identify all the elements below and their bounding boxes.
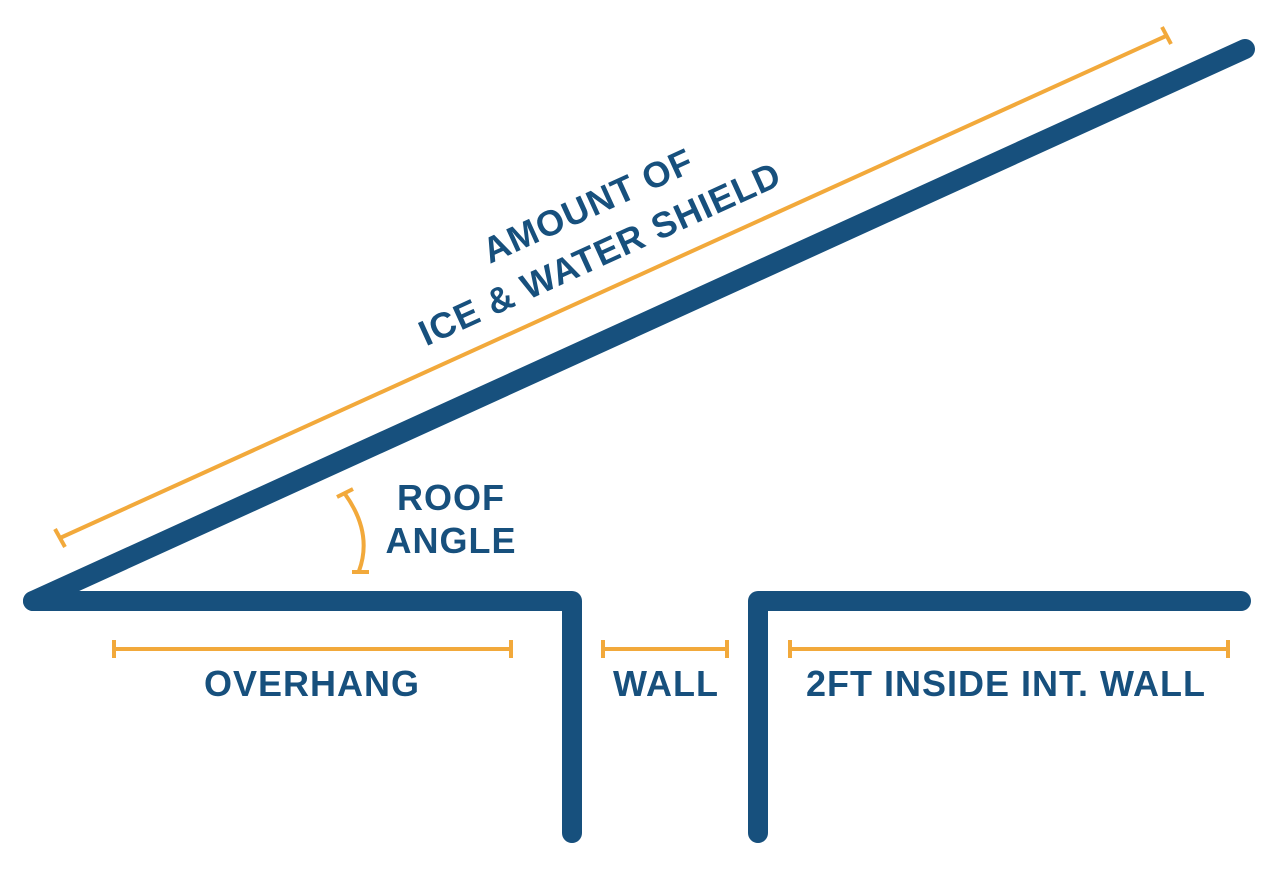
dimension-lines [53, 26, 1230, 658]
wall-dimension [601, 640, 729, 658]
roof-angle-arc [336, 487, 369, 574]
roof-angle-label-line2: ANGLE [386, 520, 517, 561]
shield-amount-dimension [53, 26, 1173, 548]
wall-label: WALL [613, 663, 719, 704]
interior-ceiling-and-wall [748, 591, 1251, 843]
roof-structure [23, 39, 1255, 843]
inside-wall-label: 2FT INSIDE INT. WALL [806, 663, 1206, 704]
overhang-dimension [112, 640, 513, 658]
diagram-labels: AMOUNT OF ICE & WATER SHIELD ROOF ANGLE … [204, 140, 1206, 704]
roof-angle-label-line1: ROOF [397, 477, 505, 518]
inside-wall-dimension [788, 640, 1230, 658]
overhang-label: OVERHANG [204, 663, 420, 704]
exterior-wall-and-ceiling [23, 591, 582, 843]
roof-rafter [23, 39, 1255, 611]
